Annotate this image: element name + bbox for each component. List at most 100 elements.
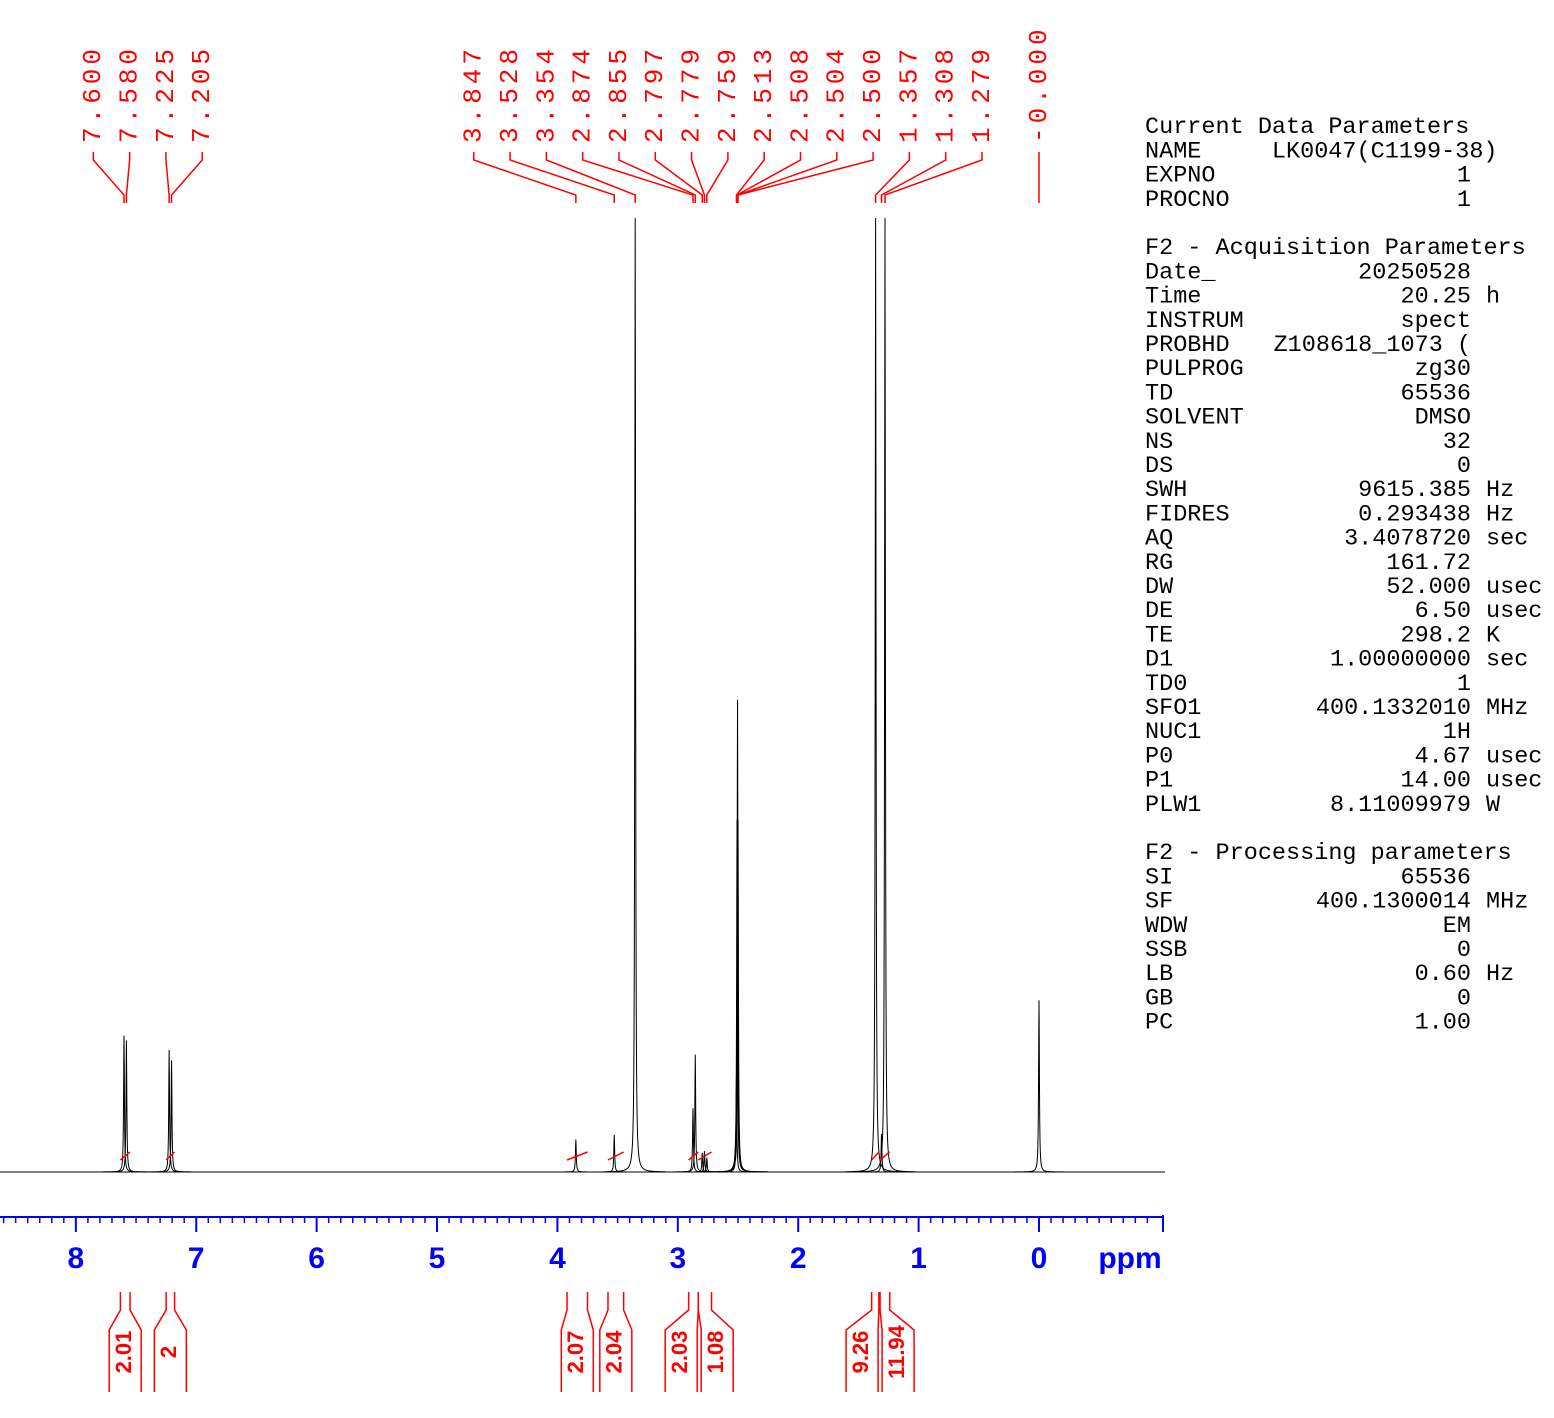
integral-trace	[688, 1151, 699, 1161]
param-unit: usec	[1486, 598, 1542, 625]
integral-bracket	[697, 1292, 734, 1392]
peak	[854, 217, 916, 1173]
integral-bracket	[845, 1292, 880, 1392]
param-value: LK0047(C1199-38)	[1272, 138, 1498, 165]
param-value: 1	[1457, 163, 1471, 190]
peak-label: 2.500	[858, 45, 888, 143]
param-unit: W	[1486, 792, 1501, 819]
leader-line	[736, 152, 802, 203]
param-name: SOLVENT	[1145, 405, 1244, 432]
x-tick-label: 6	[308, 1242, 325, 1275]
param-unit: Hz	[1486, 477, 1514, 504]
param-name: P0	[1145, 743, 1173, 770]
peak-label: 7.600	[78, 45, 108, 143]
integral-trace	[607, 1151, 624, 1161]
param-value: 298.2	[1400, 622, 1471, 649]
integral-label: 2.01	[111, 1331, 136, 1374]
param-name: SFO1	[1145, 695, 1201, 722]
x-tick-label: 0	[1031, 1242, 1048, 1275]
param-value: 8.11009979	[1330, 792, 1471, 819]
leader-line	[735, 152, 765, 203]
peak	[139, 1049, 200, 1173]
param-value: 0	[1457, 453, 1471, 480]
param-name: P1	[1145, 768, 1173, 795]
peak-label: 7.205	[187, 45, 217, 143]
param-unit: Hz	[1486, 961, 1514, 988]
leader-line	[165, 152, 170, 203]
param-value: 6.50	[1415, 598, 1471, 625]
leader-line	[874, 152, 911, 203]
peak-label: 1.308	[931, 45, 961, 143]
param-value: 0	[1457, 985, 1471, 1012]
param-value: 0.293438	[1358, 501, 1471, 528]
leader-line	[654, 152, 704, 203]
integral-trace	[119, 1151, 131, 1161]
leader-line	[706, 152, 729, 203]
param-value: 400.1332010	[1316, 695, 1471, 722]
param-value: 52.000	[1386, 574, 1471, 601]
peak	[605, 217, 666, 1173]
leader-line	[880, 152, 947, 203]
leader-line	[92, 152, 125, 203]
param-value: zg30	[1415, 356, 1471, 383]
param-value: 65536	[1400, 864, 1471, 891]
peak	[707, 819, 769, 1173]
integral-label: 9.26	[848, 1331, 873, 1374]
peak	[93, 1035, 155, 1173]
param-value: DMSO	[1415, 405, 1471, 432]
integral-bracket	[153, 1292, 188, 1392]
param-name: NUC1	[1145, 719, 1201, 746]
peak-label: 2.797	[640, 45, 670, 143]
param-value: 4.67	[1415, 743, 1471, 770]
param-value: spect	[1400, 308, 1471, 335]
param-name: PROBHD	[1145, 332, 1230, 359]
peak-label: 2.779	[676, 45, 706, 143]
param-value: Z108618_1073 (	[1274, 332, 1471, 359]
integral-label: 11.94	[884, 1324, 909, 1379]
param-name: PROCNO	[1145, 187, 1230, 214]
param-value: EM	[1443, 913, 1471, 940]
integral-trace	[697, 1151, 712, 1161]
peak-label: 2.504	[822, 45, 852, 143]
param-name: DE	[1145, 598, 1173, 625]
peak-label: 1.279	[967, 45, 997, 143]
integral-trace	[879, 1151, 891, 1161]
integral-label: 2.04	[602, 1330, 627, 1374]
param-name: NAME	[1145, 138, 1201, 165]
param-unit: Hz	[1486, 501, 1514, 528]
peak-label: 7.580	[115, 45, 145, 143]
param-value: 1.00	[1415, 1010, 1471, 1037]
integral-trace	[165, 1151, 176, 1161]
param-value: 3.4078720	[1344, 526, 1471, 553]
peak	[662, 1108, 724, 1173]
integral-trace	[566, 1151, 588, 1161]
param-name: GB	[1145, 985, 1173, 1012]
peak-label: 2.513	[749, 45, 779, 143]
param-name: AQ	[1145, 526, 1173, 553]
peak	[845, 217, 906, 1173]
param-value: 161.72	[1386, 550, 1471, 577]
param-name: D1	[1145, 647, 1173, 674]
param-name: WDW	[1145, 913, 1188, 940]
param-value: 9615.385	[1358, 477, 1471, 504]
param-value: 14.00	[1400, 768, 1471, 795]
param-unit: sec	[1486, 526, 1528, 553]
param-name: Date_	[1145, 259, 1216, 286]
peak	[676, 1157, 737, 1173]
param-value: 1	[1457, 187, 1471, 214]
integral-bracket	[560, 1292, 595, 1392]
integral-trace	[871, 1151, 880, 1161]
x-tick-label: 4	[549, 1242, 566, 1275]
param-unit: MHz	[1486, 889, 1528, 916]
param-name: LB	[1145, 961, 1173, 988]
integral-label: 2	[156, 1346, 181, 1358]
leader-line	[545, 152, 636, 203]
leader-line	[736, 152, 838, 203]
integral-label: 2.07	[563, 1331, 588, 1374]
param-name: RG	[1145, 550, 1173, 577]
param-value: 20.25	[1400, 284, 1471, 311]
peak	[1008, 1000, 1070, 1173]
param-unit: usec	[1486, 574, 1542, 601]
